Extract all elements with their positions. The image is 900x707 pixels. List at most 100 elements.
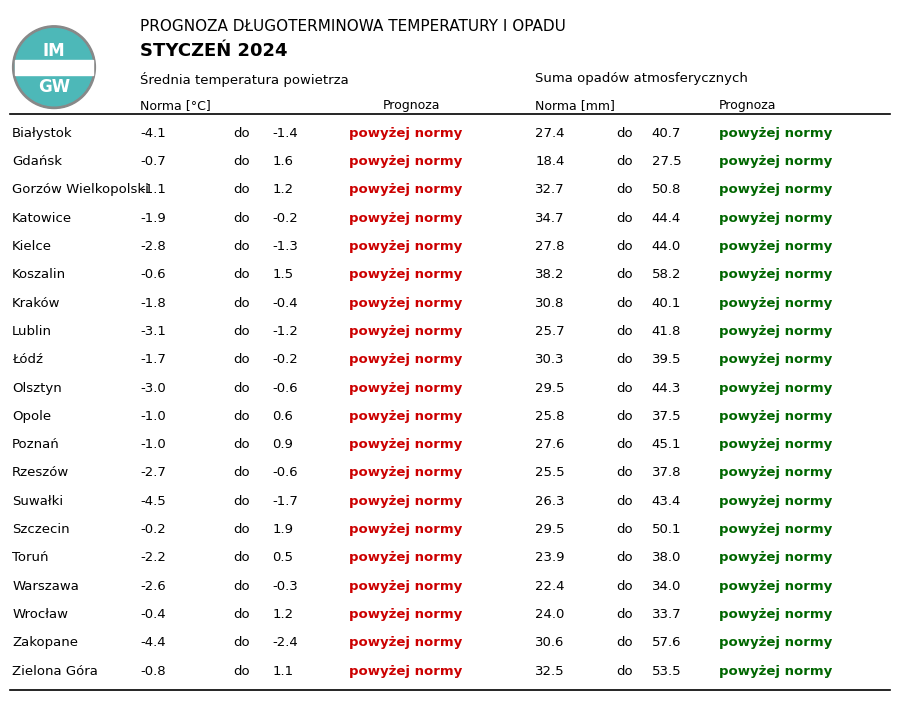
Text: Średnia temperatura powietrza: Średnia temperatura powietrza: [140, 72, 349, 87]
Text: 26.3: 26.3: [536, 495, 564, 508]
Text: 24.0: 24.0: [536, 608, 564, 621]
Text: Kielce: Kielce: [13, 240, 52, 253]
Text: powyżej normy: powyżej normy: [348, 127, 462, 140]
Text: 45.1: 45.1: [652, 438, 681, 451]
Text: powyżej normy: powyżej normy: [348, 410, 462, 423]
Text: do: do: [233, 325, 249, 338]
Text: do: do: [233, 636, 249, 649]
Text: powyżej normy: powyżej normy: [719, 608, 832, 621]
Text: 25.5: 25.5: [536, 467, 565, 479]
Text: powyżej normy: powyżej normy: [719, 297, 832, 310]
Text: powyżej normy: powyżej normy: [719, 183, 832, 197]
Text: do: do: [233, 240, 249, 253]
Text: Szczecin: Szczecin: [13, 523, 70, 536]
Text: do: do: [616, 608, 633, 621]
Text: powyżej normy: powyżej normy: [719, 127, 832, 140]
Text: -0.3: -0.3: [273, 580, 298, 592]
Text: -0.6: -0.6: [140, 268, 166, 281]
Text: do: do: [616, 268, 633, 281]
Text: -1.0: -1.0: [140, 410, 166, 423]
Text: do: do: [233, 665, 249, 677]
Text: do: do: [233, 211, 249, 225]
Text: do: do: [616, 665, 633, 677]
Text: 37.5: 37.5: [652, 410, 681, 423]
Text: do: do: [233, 183, 249, 197]
Text: powyżej normy: powyżej normy: [348, 240, 462, 253]
Text: Olsztyn: Olsztyn: [13, 382, 62, 395]
Text: 1.2: 1.2: [273, 608, 293, 621]
Text: 1.6: 1.6: [273, 155, 293, 168]
Text: powyżej normy: powyżej normy: [348, 580, 462, 592]
Text: 0.5: 0.5: [273, 551, 293, 564]
Text: powyżej normy: powyżej normy: [348, 438, 462, 451]
Text: Łódź: Łódź: [13, 354, 43, 366]
Text: powyżej normy: powyżej normy: [719, 354, 832, 366]
Text: Wrocław: Wrocław: [13, 608, 68, 621]
Text: powyżej normy: powyżej normy: [719, 467, 832, 479]
Text: 29.5: 29.5: [536, 523, 564, 536]
Text: do: do: [616, 382, 633, 395]
Text: 27.4: 27.4: [536, 127, 564, 140]
Text: Gdańsk: Gdańsk: [13, 155, 62, 168]
Text: 22.4: 22.4: [536, 580, 564, 592]
Text: Norma [mm]: Norma [mm]: [536, 98, 615, 112]
Text: -0.2: -0.2: [273, 211, 298, 225]
Text: do: do: [616, 636, 633, 649]
Text: do: do: [616, 183, 633, 197]
Text: Gorzów Wielkopolski: Gorzów Wielkopolski: [13, 183, 149, 197]
Text: 34.7: 34.7: [536, 211, 564, 225]
Text: -1.8: -1.8: [140, 297, 166, 310]
Text: powyżej normy: powyżej normy: [348, 665, 462, 677]
Text: -1.9: -1.9: [140, 211, 166, 225]
Text: -2.4: -2.4: [273, 636, 298, 649]
Text: powyżej normy: powyżej normy: [719, 382, 832, 395]
Text: do: do: [233, 127, 249, 140]
Text: -1.2: -1.2: [273, 325, 298, 338]
Text: Lublin: Lublin: [13, 325, 52, 338]
Text: 0.6: 0.6: [273, 410, 293, 423]
Text: do: do: [233, 608, 249, 621]
Text: 27.8: 27.8: [536, 240, 564, 253]
Text: 44.3: 44.3: [652, 382, 681, 395]
Text: do: do: [616, 438, 633, 451]
Text: do: do: [616, 551, 633, 564]
Text: 30.3: 30.3: [536, 354, 564, 366]
Text: 40.7: 40.7: [652, 127, 681, 140]
Text: powyżej normy: powyżej normy: [348, 297, 462, 310]
Text: -4.1: -4.1: [140, 127, 166, 140]
Text: Poznań: Poznań: [13, 438, 60, 451]
Text: powyżej normy: powyżej normy: [348, 551, 462, 564]
Text: do: do: [233, 354, 249, 366]
Text: 32.5: 32.5: [536, 665, 565, 677]
Text: 0.9: 0.9: [273, 438, 293, 451]
Text: Suma opadów atmosferycznych: Suma opadów atmosferycznych: [536, 72, 748, 85]
Text: 1.5: 1.5: [273, 268, 293, 281]
Text: 39.5: 39.5: [652, 354, 681, 366]
Text: -1.7: -1.7: [273, 495, 298, 508]
Text: do: do: [233, 268, 249, 281]
Text: powyżej normy: powyżej normy: [719, 495, 832, 508]
Text: powyżej normy: powyżej normy: [719, 665, 832, 677]
Bar: [15, 60, 93, 74]
Text: 57.6: 57.6: [652, 636, 681, 649]
Text: powyżej normy: powyżej normy: [348, 211, 462, 225]
Text: do: do: [616, 297, 633, 310]
Text: 23.9: 23.9: [536, 551, 564, 564]
Text: powyżej normy: powyżej normy: [719, 580, 832, 592]
Text: powyżej normy: powyżej normy: [348, 354, 462, 366]
Text: powyżej normy: powyżej normy: [348, 495, 462, 508]
Text: powyżej normy: powyżej normy: [348, 183, 462, 197]
Text: powyżej normy: powyżej normy: [719, 325, 832, 338]
Text: Prognoza: Prognoza: [382, 98, 440, 112]
Text: Kraków: Kraków: [13, 297, 60, 310]
Text: 25.8: 25.8: [536, 410, 564, 423]
Text: 58.2: 58.2: [652, 268, 681, 281]
Text: Warszawa: Warszawa: [13, 580, 79, 592]
Text: -0.8: -0.8: [140, 665, 166, 677]
Text: powyżej normy: powyżej normy: [348, 467, 462, 479]
Text: powyżej normy: powyżej normy: [719, 523, 832, 536]
Text: Katowice: Katowice: [13, 211, 72, 225]
Text: 38.0: 38.0: [652, 551, 681, 564]
Text: -4.5: -4.5: [140, 495, 166, 508]
Text: 50.1: 50.1: [652, 523, 681, 536]
